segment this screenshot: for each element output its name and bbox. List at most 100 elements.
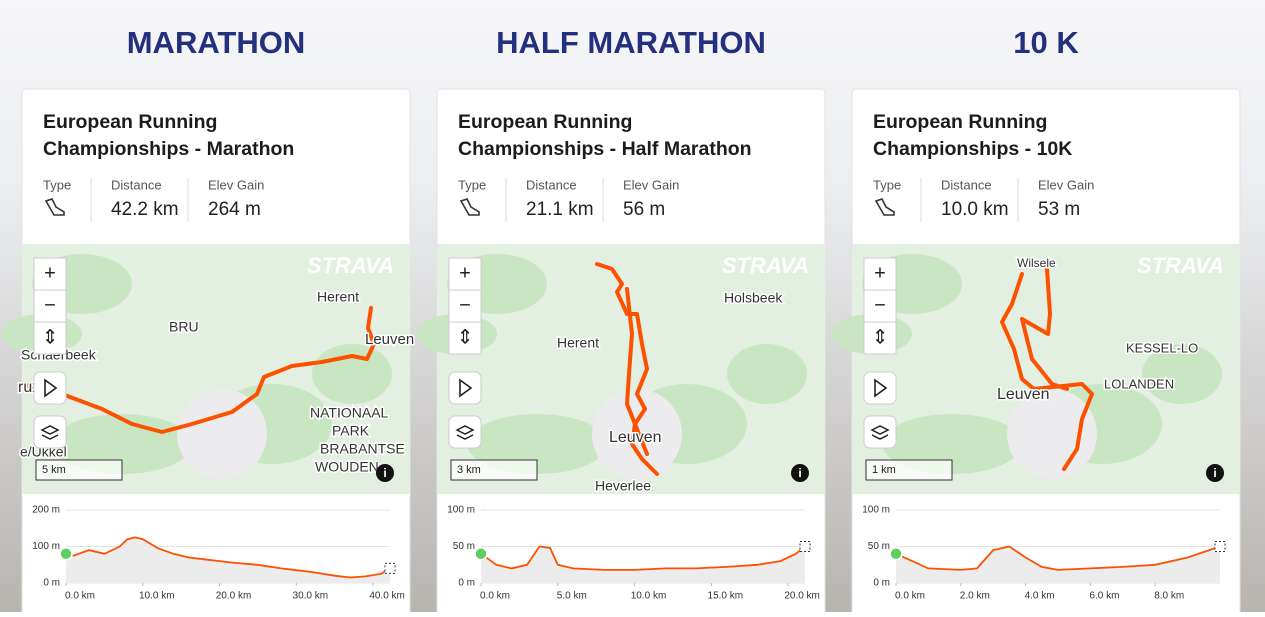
layers-icon xyxy=(40,425,60,440)
button-icon: ⇕ xyxy=(872,326,889,348)
x-tick-label: 15.0 km xyxy=(708,591,744,602)
map-label: BRU xyxy=(169,319,199,335)
info-button[interactable] xyxy=(376,464,394,482)
scale-label: 5 km xyxy=(42,464,66,476)
finish-marker xyxy=(799,541,811,552)
x-tick-label: 40.0 km xyxy=(369,591,405,602)
x-tick-label: 2.0 km xyxy=(960,591,990,602)
race-heading: HALF MARATHON xyxy=(496,25,766,60)
stat-value: 53 m xyxy=(1038,199,1080,220)
x-tick-label: 20.0 km xyxy=(784,591,820,602)
zoom-button[interactable] xyxy=(448,321,482,355)
zoom-button[interactable] xyxy=(448,257,482,291)
stat-label: Type xyxy=(873,177,901,192)
layers-button[interactable] xyxy=(33,415,67,449)
info-button[interactable] xyxy=(1206,464,1224,482)
map: STRAVAHerentBRULeuvenSchaerbeekruxelsNAT… xyxy=(2,244,416,494)
race-card: HALF MARATHON European Running Championshi… xyxy=(417,25,826,617)
activity-title: European Running xyxy=(43,111,217,133)
x-tick-label: 0.0 km xyxy=(65,591,95,602)
layers-icon xyxy=(455,425,475,440)
layers-button[interactable] xyxy=(863,415,897,449)
city-area xyxy=(177,389,267,479)
race-heading: MARATHON xyxy=(127,25,306,60)
info-icon: i xyxy=(383,466,386,480)
zoom-button[interactable] xyxy=(33,321,67,355)
button-icon: − xyxy=(44,294,56,316)
race-card: MARATHON European Running Championships - … xyxy=(2,25,416,617)
layers-icon xyxy=(870,425,890,440)
x-tick-label: 0.0 km xyxy=(480,591,510,602)
x-tick-label: 10.0 km xyxy=(631,591,667,602)
stat-label: Elev Gain xyxy=(623,177,679,192)
elevation-area xyxy=(896,546,1220,583)
map-brand: STRAVA xyxy=(722,253,809,278)
map-label: WOUDEN xyxy=(315,459,379,475)
map-label: PARK xyxy=(332,423,370,439)
x-tick-label: 10.0 km xyxy=(139,591,175,602)
elevation-line xyxy=(895,545,1221,571)
scale-label: 1 km xyxy=(872,464,896,476)
start-marker xyxy=(889,547,903,561)
stat-label: Type xyxy=(458,177,486,192)
play-icon xyxy=(44,378,58,398)
stat-value: 21.1 km xyxy=(526,199,594,220)
finish-marker xyxy=(1214,541,1226,552)
play-button[interactable] xyxy=(33,371,67,405)
zoom-button[interactable] xyxy=(448,289,482,323)
x-tick-label: 0.0 km xyxy=(895,591,925,602)
elevation-area xyxy=(66,537,390,583)
race-heading: 10 K xyxy=(1013,25,1079,60)
stat-label: Elev Gain xyxy=(208,177,264,192)
map-label: Heverlee xyxy=(595,478,651,494)
activity-title: Championships - Marathon xyxy=(43,138,294,160)
map-label: Wilsele xyxy=(1017,256,1056,270)
button-icon: − xyxy=(874,294,886,316)
stat-value: 10.0 km xyxy=(941,199,1009,220)
button-icon: ⇕ xyxy=(42,326,59,348)
x-tick-label: 20.0 km xyxy=(216,591,252,602)
stat-label: Elev Gain xyxy=(1038,177,1094,192)
layers-button[interactable] xyxy=(448,415,482,449)
shoe-icon xyxy=(874,198,895,216)
button-icon: + xyxy=(44,262,56,284)
y-tick-label: 100 m xyxy=(447,505,475,516)
stat-label: Distance xyxy=(526,177,577,192)
map-label: LOLANDEN xyxy=(1104,376,1174,391)
map: STRAVA Holsbeek Herent Leuven Heverlee + − ⇕ 3 k… xyxy=(417,244,825,495)
button-icon: ⇕ xyxy=(457,326,474,348)
shoe-icon xyxy=(44,198,65,216)
map-label: Leuven xyxy=(997,386,1050,403)
start-marker xyxy=(474,547,488,561)
map-label: NATIONAAL xyxy=(310,405,389,421)
scale-bar xyxy=(450,459,538,481)
x-tick-label: 8.0 km xyxy=(1154,591,1184,602)
zoom-button[interactable] xyxy=(863,321,897,355)
activity-title: European Running xyxy=(458,111,632,133)
finish-marker xyxy=(384,562,396,574)
play-icon xyxy=(874,378,888,398)
y-tick-label: 100 m xyxy=(862,505,890,516)
info-icon: i xyxy=(1213,466,1216,480)
route xyxy=(1000,267,1094,471)
map: STRAVAWilseleKESSEL-LOLOLANDENLeuvenank+… xyxy=(832,244,1240,494)
park-area xyxy=(882,414,1022,474)
play-button[interactable] xyxy=(448,371,482,405)
y-tick-label: 200 m xyxy=(32,505,60,516)
map-label: Leuven xyxy=(365,331,414,348)
y-tick-label: 0 m xyxy=(43,578,60,589)
button-icon: − xyxy=(459,294,471,316)
play-button[interactable] xyxy=(863,371,897,405)
map-label: KESSEL-LO xyxy=(1126,340,1198,355)
play-icon xyxy=(459,378,473,398)
elevation-line xyxy=(480,545,806,571)
zoom-button[interactable] xyxy=(863,289,897,323)
info-button[interactable] xyxy=(791,464,809,482)
elevation-line xyxy=(65,536,391,579)
map-brand: STRAVA xyxy=(1137,253,1224,278)
x-tick-label: 30.0 km xyxy=(293,591,329,602)
info-icon: i xyxy=(798,466,801,480)
stat-label: Distance xyxy=(941,177,992,192)
